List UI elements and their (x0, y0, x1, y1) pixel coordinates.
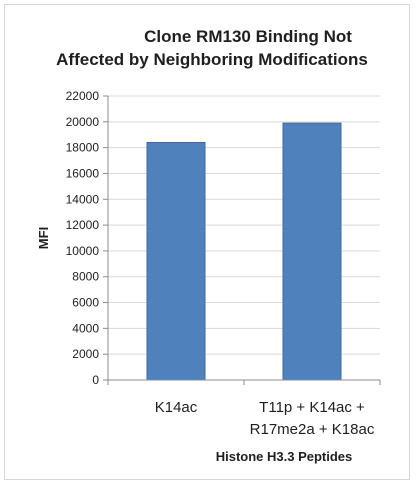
y-tick-label: 2000 (72, 347, 99, 361)
y-tick-label: 16000 (66, 166, 100, 180)
bars (146, 122, 342, 381)
y-tick-label: 0 (92, 373, 99, 387)
x-axis-label: Histone H3.3 Peptides (216, 449, 353, 464)
x-category-label: T11p + K14ac + (259, 399, 365, 416)
y-axis-ticks: 0 2000 4000 6000 8000 10000 12000 14000 16000 180… (66, 89, 108, 387)
y-tick-label: 22000 (66, 89, 100, 103)
chart-title-line: Clone RM130 Binding Not (144, 27, 352, 46)
bar-2 (282, 122, 342, 381)
y-tick-label: 12000 (66, 218, 100, 232)
y-tick-label: 20000 (66, 115, 100, 129)
y-axis-label: MFI (36, 227, 51, 249)
y-tick-label: 18000 (66, 141, 100, 155)
chart-title-line: Affected by Neighboring Modifications (56, 50, 368, 69)
x-category-label: K14ac (155, 399, 198, 416)
y-tick-label: 4000 (72, 321, 99, 335)
chart-title: Clone RM130 Binding Not Affected by Neigh… (56, 27, 368, 69)
y-tick-label: 6000 (72, 296, 99, 310)
y-tick-label: 10000 (66, 244, 100, 258)
y-tick-label: 8000 (72, 270, 99, 284)
x-axis-categories: K14ac T11p + K14ac + R17me2a + K18ac (155, 399, 375, 438)
chart-frame (4, 4, 410, 480)
axes (107, 96, 381, 385)
bar-1 (146, 141, 206, 381)
y-tick-label: 14000 (66, 192, 100, 206)
x-category-label: R17me2a + K18ac (250, 421, 375, 438)
